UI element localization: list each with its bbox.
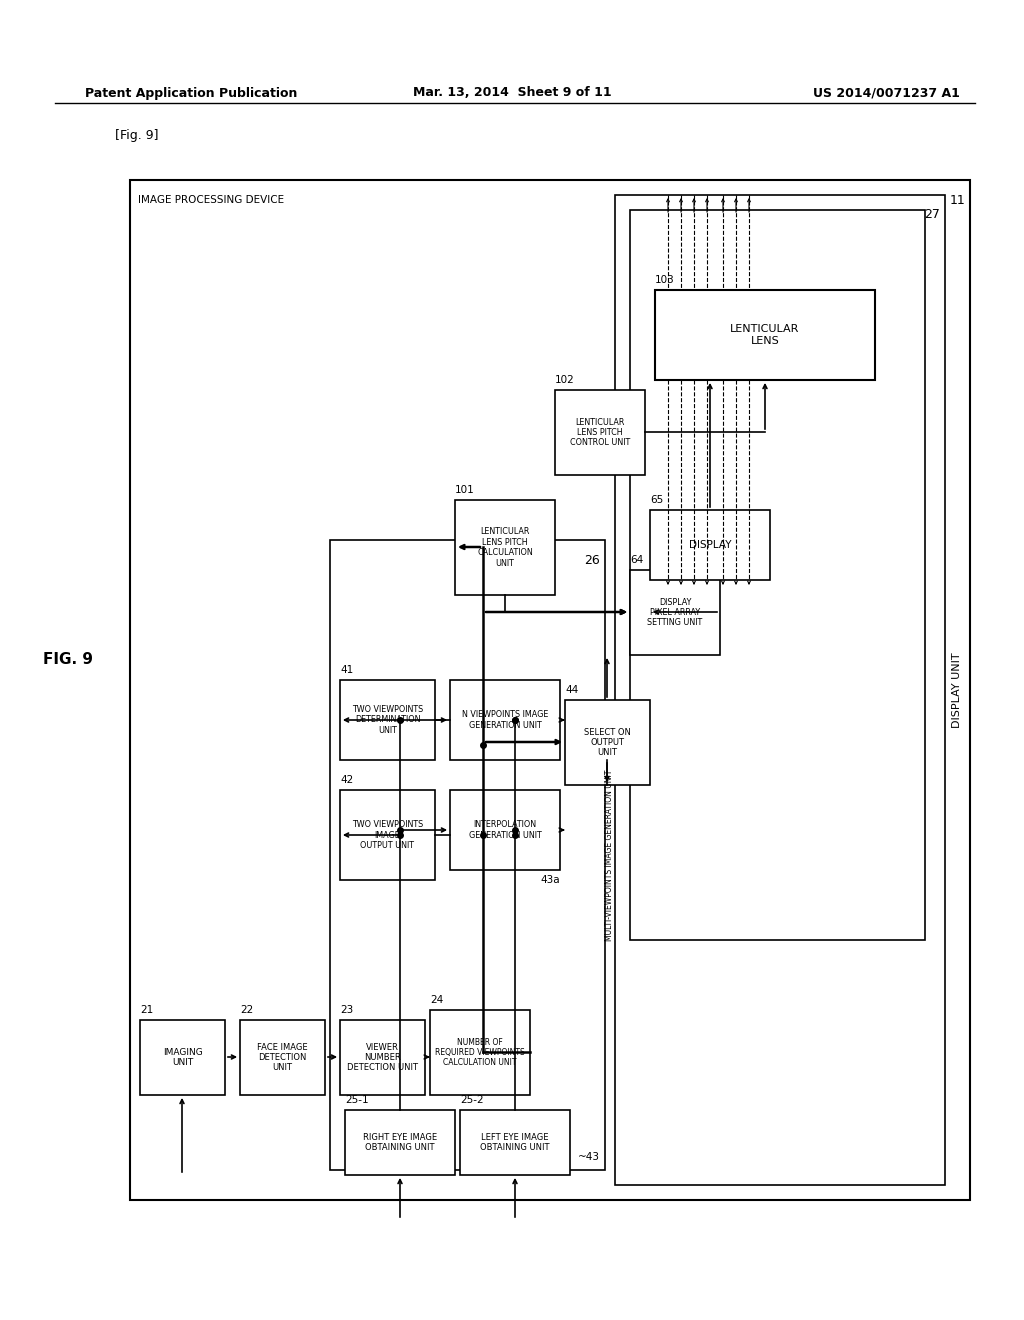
Text: 64: 64 bbox=[630, 554, 643, 565]
Text: TWO VIEWPOINTS
DETERMINATION
UNIT: TWO VIEWPOINTS DETERMINATION UNIT bbox=[352, 705, 423, 735]
Text: 102: 102 bbox=[555, 375, 574, 385]
Text: 43a: 43a bbox=[541, 875, 560, 884]
Text: 25-2: 25-2 bbox=[460, 1096, 483, 1105]
Bar bbox=[240, 1020, 325, 1096]
Text: 41: 41 bbox=[340, 665, 353, 675]
Text: DISPLAY
PIXEL ARRAY
SETTING UNIT: DISPLAY PIXEL ARRAY SETTING UNIT bbox=[647, 598, 702, 627]
Bar bbox=[455, 500, 555, 595]
Text: 44: 44 bbox=[565, 685, 579, 696]
Bar bbox=[450, 789, 560, 870]
Text: IMAGING
UNIT: IMAGING UNIT bbox=[163, 1048, 203, 1067]
Text: N VIEWPOINTS IMAGE
GENERATION UNIT: N VIEWPOINTS IMAGE GENERATION UNIT bbox=[462, 710, 548, 730]
Text: NUMBER OF
REQUIRED VIEWPOINTS
CALCULATION UNIT: NUMBER OF REQUIRED VIEWPOINTS CALCULATIO… bbox=[435, 1038, 525, 1068]
Text: LEFT EYE IMAGE
OBTAINING UNIT: LEFT EYE IMAGE OBTAINING UNIT bbox=[480, 1133, 550, 1152]
Text: 101: 101 bbox=[455, 484, 475, 495]
Text: Mar. 13, 2014  Sheet 9 of 11: Mar. 13, 2014 Sheet 9 of 11 bbox=[413, 87, 611, 99]
Text: LENTICULAR
LENS: LENTICULAR LENS bbox=[730, 325, 800, 346]
Bar bbox=[630, 210, 925, 940]
Text: LENTICULAR
LENS PITCH
CALCULATION
UNIT: LENTICULAR LENS PITCH CALCULATION UNIT bbox=[477, 528, 532, 568]
Text: INTERPOLATION
GENERATION UNIT: INTERPOLATION GENERATION UNIT bbox=[469, 820, 542, 840]
Text: 22: 22 bbox=[240, 1005, 253, 1015]
Text: Patent Application Publication: Patent Application Publication bbox=[85, 87, 297, 99]
Text: IMAGE PROCESSING DEVICE: IMAGE PROCESSING DEVICE bbox=[138, 195, 284, 205]
Text: 103: 103 bbox=[655, 275, 675, 285]
Text: FACE IMAGE
DETECTION
UNIT: FACE IMAGE DETECTION UNIT bbox=[257, 1043, 308, 1072]
Text: TWO VIEWPOINTS
IMAGE
OUTPUT UNIT: TWO VIEWPOINTS IMAGE OUTPUT UNIT bbox=[352, 820, 423, 850]
Text: RIGHT EYE IMAGE
OBTAINING UNIT: RIGHT EYE IMAGE OBTAINING UNIT bbox=[362, 1133, 437, 1152]
Bar bbox=[615, 195, 945, 1185]
Text: [Fig. 9]: [Fig. 9] bbox=[115, 128, 159, 141]
Bar bbox=[340, 1020, 425, 1096]
Bar bbox=[330, 540, 605, 1170]
Bar bbox=[650, 510, 770, 579]
Bar bbox=[655, 290, 874, 380]
Text: FIG. 9: FIG. 9 bbox=[43, 652, 93, 668]
Bar bbox=[345, 1110, 455, 1175]
Text: 65: 65 bbox=[650, 495, 664, 506]
Bar bbox=[460, 1110, 570, 1175]
Text: VIEWER
NUMBER
DETECTION UNIT: VIEWER NUMBER DETECTION UNIT bbox=[347, 1043, 418, 1072]
Text: SELECT ON
OUTPUT
UNIT: SELECT ON OUTPUT UNIT bbox=[584, 727, 631, 758]
Bar bbox=[340, 680, 435, 760]
Bar bbox=[630, 570, 720, 655]
Text: 23: 23 bbox=[340, 1005, 353, 1015]
Text: 25-1: 25-1 bbox=[345, 1096, 369, 1105]
Text: MULTI-VIEWPOINTS IMAGE GENERATION UNIT: MULTI-VIEWPOINTS IMAGE GENERATION UNIT bbox=[605, 770, 614, 941]
Bar bbox=[430, 1010, 530, 1096]
Bar bbox=[130, 180, 970, 1200]
Text: LENTICULAR
LENS PITCH
CONTROL UNIT: LENTICULAR LENS PITCH CONTROL UNIT bbox=[570, 417, 630, 447]
Text: US 2014/0071237 A1: US 2014/0071237 A1 bbox=[813, 87, 961, 99]
Bar bbox=[565, 700, 650, 785]
Text: 42: 42 bbox=[340, 775, 353, 785]
Text: 26: 26 bbox=[585, 553, 600, 566]
Bar bbox=[555, 389, 645, 475]
Bar bbox=[340, 789, 435, 880]
Text: DISPLAY: DISPLAY bbox=[689, 540, 731, 550]
Bar bbox=[140, 1020, 225, 1096]
Text: 21: 21 bbox=[140, 1005, 154, 1015]
Text: DISPLAY UNIT: DISPLAY UNIT bbox=[952, 652, 962, 727]
Text: 27: 27 bbox=[924, 209, 940, 222]
Bar bbox=[450, 680, 560, 760]
Text: ~43: ~43 bbox=[578, 1152, 600, 1162]
Text: 24: 24 bbox=[430, 995, 443, 1005]
Text: 11: 11 bbox=[949, 194, 965, 206]
